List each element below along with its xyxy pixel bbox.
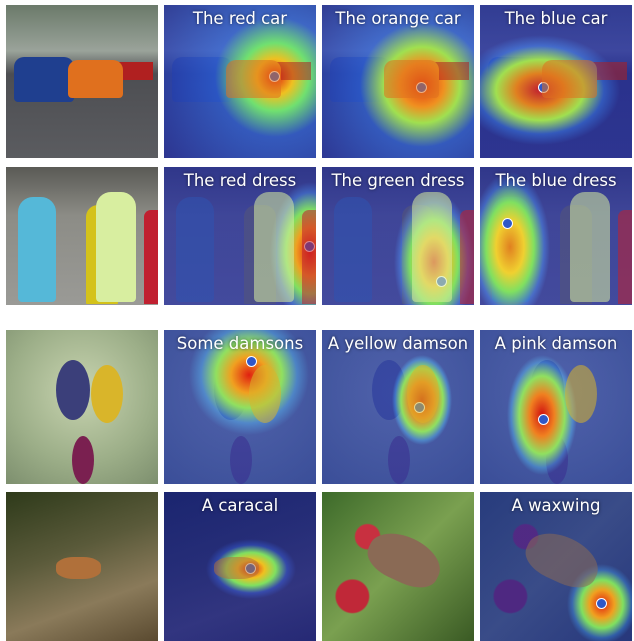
point-marker — [304, 241, 315, 252]
point-marker — [246, 356, 257, 367]
point-marker — [538, 414, 549, 425]
heatmap-image: The orange car — [322, 5, 474, 158]
caption: The blue car — [504, 9, 608, 28]
point-marker — [269, 71, 280, 82]
source-image — [322, 492, 474, 641]
source-image — [6, 5, 158, 158]
caption: The red car — [192, 9, 288, 28]
heatmap-image: A pink damson — [480, 330, 632, 484]
caption: A waxwing — [511, 496, 601, 515]
point-marker — [245, 563, 256, 574]
caption: The red dress — [183, 171, 297, 190]
heatmap-image: A waxwing — [480, 492, 632, 641]
caption: A caracal — [201, 496, 279, 515]
caption: A pink damson — [494, 334, 618, 353]
point-marker — [502, 218, 513, 229]
heatmap-image: The green dress — [322, 167, 474, 305]
heatmap-image: A yellow damson — [322, 330, 474, 484]
caption: A yellow damson — [327, 334, 469, 353]
point-marker — [596, 598, 607, 609]
heatmap-image: The blue car — [480, 5, 632, 158]
point-marker — [414, 402, 425, 413]
caption: Some damsons — [176, 334, 304, 353]
point-marker — [416, 82, 427, 93]
source-image — [6, 167, 158, 305]
heatmap-image: Some damsons — [164, 330, 316, 484]
heatmap-image: The blue dress — [480, 167, 632, 305]
point-marker — [538, 82, 549, 93]
caption: The green dress — [331, 171, 465, 190]
point-marker — [436, 276, 447, 287]
caption: The orange car — [335, 9, 461, 28]
heatmap-image: The red car — [164, 5, 316, 158]
heatmap-image: The red dress — [164, 167, 316, 305]
heatmap-image: A caracal — [164, 492, 316, 641]
caption: The blue dress — [495, 171, 617, 190]
source-image — [6, 492, 158, 641]
source-image — [6, 330, 158, 484]
